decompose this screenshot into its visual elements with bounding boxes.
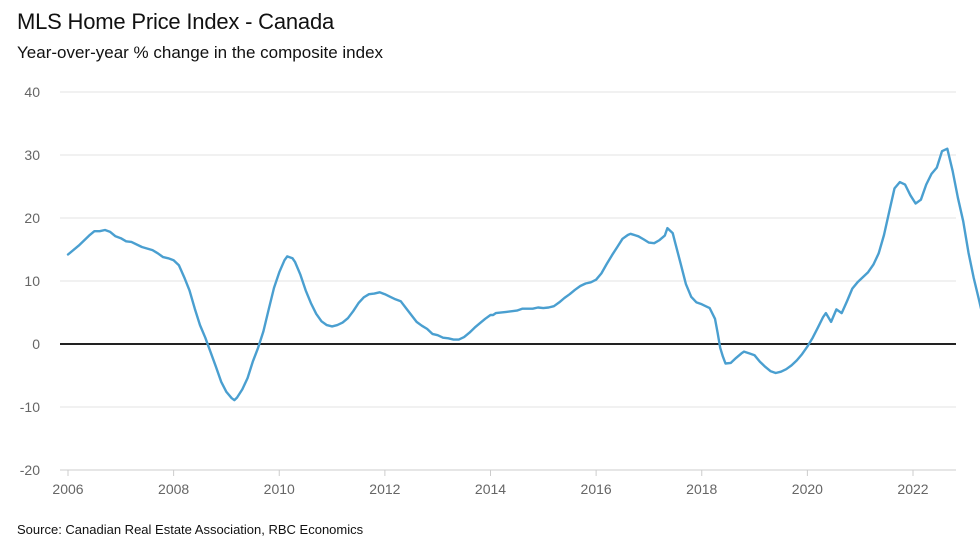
source-note: Source: Canadian Real Estate Association… bbox=[17, 522, 364, 537]
y-tick-label: -20 bbox=[20, 462, 40, 478]
chart-subtitle: Year-over-year % change in the composite… bbox=[17, 43, 384, 62]
y-tick-label: -10 bbox=[20, 399, 40, 415]
x-tick-label: 2008 bbox=[158, 481, 189, 497]
x-tick-label: 2012 bbox=[369, 481, 400, 497]
y-tick-label: 40 bbox=[24, 84, 40, 100]
x-tick-label: 2022 bbox=[897, 481, 928, 497]
y-tick-label: 10 bbox=[24, 273, 40, 289]
x-tick-label: 2018 bbox=[686, 481, 717, 497]
y-tick-label: 0 bbox=[32, 336, 40, 352]
x-tick-label: 2016 bbox=[581, 481, 612, 497]
x-tick-label: 2020 bbox=[792, 481, 823, 497]
y-tick-label: 20 bbox=[24, 210, 40, 226]
x-tick-label: 2014 bbox=[475, 481, 506, 497]
series-line-0 bbox=[66, 147, 980, 402]
x-tick-label: 2010 bbox=[264, 481, 295, 497]
x-tick-label: 2006 bbox=[52, 481, 83, 497]
y-tick-label: 30 bbox=[24, 147, 40, 163]
chart-title: MLS Home Price Index - Canada bbox=[17, 9, 335, 34]
